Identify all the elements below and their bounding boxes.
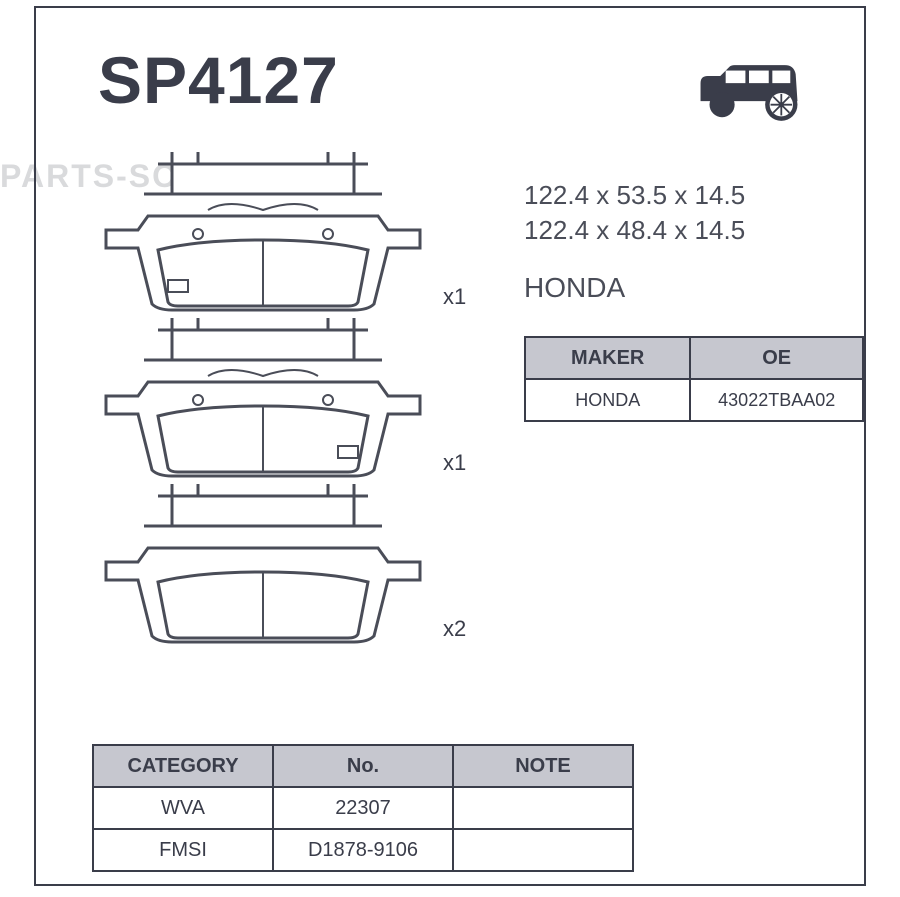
table-header-row: CATEGORY No. NOTE xyxy=(93,745,633,787)
cell-note xyxy=(453,829,633,871)
dimension-line-1: 122.4 x 53.5 x 14.5 xyxy=(524,178,745,213)
table-header-row: MAKER OE xyxy=(525,337,863,379)
cell-oe: 43022TBAA02 xyxy=(690,379,863,421)
cell-note xyxy=(453,787,633,829)
cell-no: D1878-9106 xyxy=(273,829,453,871)
category-table: CATEGORY No. NOTE WVA 22307 FMSI D1878-9… xyxy=(92,744,634,872)
table-row: HONDA 43022TBAA02 xyxy=(525,379,863,421)
brake-pad-diagram: x1 x1 xyxy=(98,150,478,720)
cell-no: 22307 xyxy=(273,787,453,829)
part-number: SP4127 xyxy=(98,42,339,118)
maker-oe-table: MAKER OE HONDA 43022TBAA02 xyxy=(524,336,864,422)
datasheet-frame: SP4127 122.4 x 53.5 x 14.5 122.4 x 48 xyxy=(34,6,866,886)
col-header-no: No. xyxy=(273,745,453,787)
table-row: FMSI D1878-9106 xyxy=(93,829,633,871)
dimensions-block: 122.4 x 53.5 x 14.5 122.4 x 48.4 x 14.5 xyxy=(524,178,745,248)
table-row: WVA 22307 xyxy=(93,787,633,829)
col-header-note: NOTE xyxy=(453,745,633,787)
cell-maker: HONDA xyxy=(525,379,690,421)
cell-category: WVA xyxy=(93,787,273,829)
cell-category: FMSI xyxy=(93,829,273,871)
col-header-category: CATEGORY xyxy=(93,745,273,787)
col-header-oe: OE xyxy=(690,337,863,379)
suv-rear-icon xyxy=(694,58,804,128)
col-header-maker: MAKER xyxy=(525,337,690,379)
qty-label-1: x1 xyxy=(443,284,466,310)
qty-label-3: x2 xyxy=(443,616,466,642)
dimension-line-2: 122.4 x 48.4 x 14.5 xyxy=(524,213,745,248)
brand-name: HONDA xyxy=(524,272,625,304)
qty-label-2: x1 xyxy=(443,450,466,476)
